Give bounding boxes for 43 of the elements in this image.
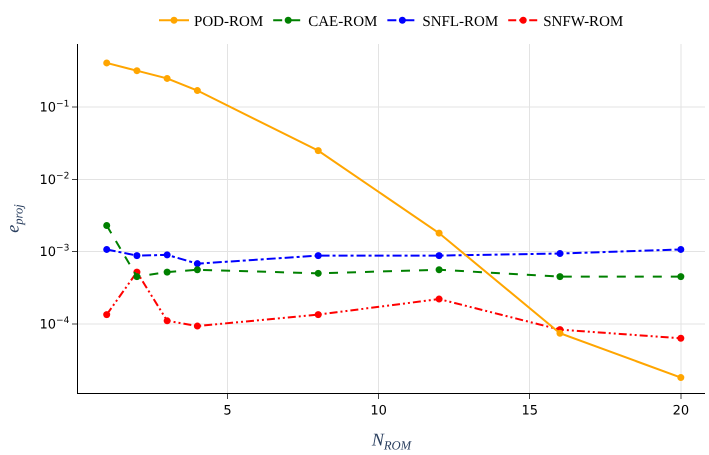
y-tick-label: 10$^{−2}$ <box>39 171 70 188</box>
y-tick-label: 10$^{−4}$ <box>39 316 70 332</box>
point <box>133 67 140 74</box>
point <box>556 273 564 280</box>
point <box>194 266 201 274</box>
point <box>103 311 110 318</box>
point <box>436 296 443 303</box>
x-tick-label: 20 <box>672 404 690 419</box>
point <box>103 222 110 229</box>
point <box>194 87 201 94</box>
x-tick-label: 15 <box>521 404 538 419</box>
x-tick-label: 10 <box>370 404 387 419</box>
point <box>164 268 171 276</box>
point <box>194 322 201 330</box>
x-tick-label: 5 <box>223 404 232 419</box>
legend-label: SNFL-ROM <box>422 14 498 30</box>
point <box>556 250 564 258</box>
point <box>314 147 322 154</box>
point <box>314 270 322 277</box>
point <box>103 246 110 253</box>
legend-label: SNFW-ROM <box>543 14 624 30</box>
point <box>103 59 110 66</box>
point <box>677 374 684 382</box>
point <box>194 260 201 268</box>
point <box>436 266 443 274</box>
point <box>436 252 443 260</box>
point <box>164 317 171 324</box>
point <box>133 273 140 280</box>
x-axis-title: N$_{ROM}$ <box>370 430 413 452</box>
point <box>133 252 140 260</box>
y-tick-label: 10$^{−3}$ <box>39 244 70 260</box>
point <box>164 74 171 82</box>
legend-label: CAE-ROM <box>308 14 378 30</box>
point <box>436 230 443 237</box>
y-tick-label: 10$^{−1}$ <box>39 99 70 116</box>
point <box>556 330 564 337</box>
legend-label: POD-ROM <box>194 14 264 30</box>
point <box>677 246 684 253</box>
point <box>314 252 322 260</box>
point <box>677 334 684 342</box>
point <box>164 251 171 258</box>
point <box>314 311 322 318</box>
point <box>677 273 684 280</box>
